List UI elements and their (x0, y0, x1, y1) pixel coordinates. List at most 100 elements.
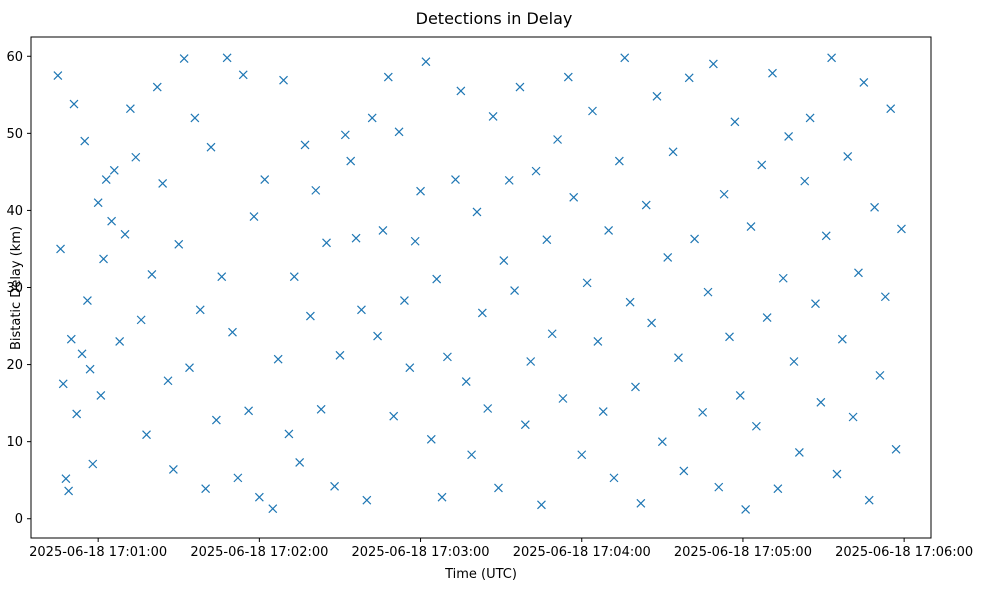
data-point (120, 229, 130, 239)
data-point (832, 469, 842, 479)
data-point (311, 185, 321, 195)
data-point (647, 318, 657, 328)
data-point (735, 390, 745, 400)
data-point (85, 364, 95, 374)
data-points (53, 53, 906, 514)
chart-title: Detections in Delay (416, 9, 573, 28)
data-point (553, 135, 562, 144)
data-point (614, 156, 624, 166)
data-point (816, 397, 826, 407)
data-point (61, 474, 71, 484)
x-tick-label: 2025-06-18 17:03:00 (352, 545, 490, 560)
data-point (531, 166, 541, 176)
data-point (542, 235, 552, 245)
data-point (784, 132, 794, 141)
data-point (136, 315, 146, 325)
data-point (652, 91, 662, 101)
data-point (703, 287, 713, 297)
data-point (741, 505, 751, 514)
data-point (289, 272, 299, 282)
data-point (437, 492, 447, 502)
data-point (515, 82, 525, 92)
y-tick-label: 50 (6, 127, 23, 142)
data-point (558, 394, 568, 403)
data-point (273, 354, 283, 364)
x-tick-label: 2025-06-18 17:05:00 (674, 545, 812, 560)
y-tick-label: 40 (6, 204, 23, 219)
y-tick-label: 60 (6, 50, 23, 65)
data-point (295, 458, 305, 467)
data-point (620, 53, 630, 63)
data-point (526, 357, 536, 366)
data-point (827, 53, 837, 63)
y-tick-label: 0 (15, 512, 23, 527)
x-tick-label: 2025-06-18 17:06:00 (835, 545, 973, 560)
data-point (537, 500, 546, 510)
data-point (875, 370, 885, 380)
data-point (254, 492, 264, 502)
data-point (58, 379, 68, 389)
data-point (305, 311, 315, 321)
data-point (569, 192, 579, 202)
data-point (268, 504, 278, 514)
data-point (762, 313, 772, 322)
data-point (641, 200, 651, 210)
data-point (322, 238, 331, 248)
data-point (854, 268, 863, 278)
data-point (593, 337, 603, 346)
data-point (260, 175, 270, 185)
data-point (394, 127, 404, 137)
data-point (426, 434, 436, 444)
x-axis-ticks: 2025-06-18 17:01:00 2025-06-18 17:02:00 20… (29, 538, 973, 560)
data-point (233, 473, 243, 483)
data-point (82, 296, 92, 306)
data-point (64, 486, 74, 496)
data-point (410, 236, 420, 246)
data-point (405, 363, 415, 373)
data-point (778, 273, 788, 283)
data-point (206, 142, 216, 152)
data-point (330, 481, 340, 491)
data-point (510, 286, 520, 296)
data-point (582, 278, 592, 288)
data-point (222, 53, 232, 63)
data-point (751, 421, 761, 431)
data-point (115, 337, 125, 346)
data-point (488, 111, 498, 121)
data-point (367, 113, 377, 123)
data-point (768, 68, 777, 78)
data-point (383, 72, 393, 82)
data-point (598, 407, 608, 417)
data-point (684, 73, 694, 83)
data-point (174, 239, 184, 249)
data-point (378, 226, 388, 235)
data-point (773, 484, 783, 494)
data-point (880, 292, 890, 302)
data-point (631, 382, 640, 392)
y-axis-ticks: 0 10 20 30 40 50 60 (6, 50, 31, 527)
data-point (472, 207, 482, 217)
data-point (158, 179, 168, 188)
data-point (604, 226, 614, 235)
data-point (719, 189, 729, 199)
data-point (679, 466, 689, 476)
data-point (389, 411, 399, 421)
data-point (609, 473, 619, 483)
data-point (577, 450, 587, 460)
x-tick-label: 2025-06-18 17:01:00 (29, 545, 167, 560)
data-point (504, 175, 514, 185)
data-point (284, 429, 294, 439)
data-point (730, 117, 740, 127)
data-point (663, 253, 673, 262)
data-point (357, 305, 366, 315)
data-point (109, 165, 119, 175)
data-point (201, 484, 211, 494)
data-point (99, 254, 108, 264)
data-point (69, 99, 79, 109)
data-point (563, 72, 573, 82)
data-point (152, 82, 162, 92)
data-point (870, 202, 880, 212)
data-point (588, 106, 597, 116)
data-point (56, 244, 65, 254)
data-point (244, 406, 254, 416)
